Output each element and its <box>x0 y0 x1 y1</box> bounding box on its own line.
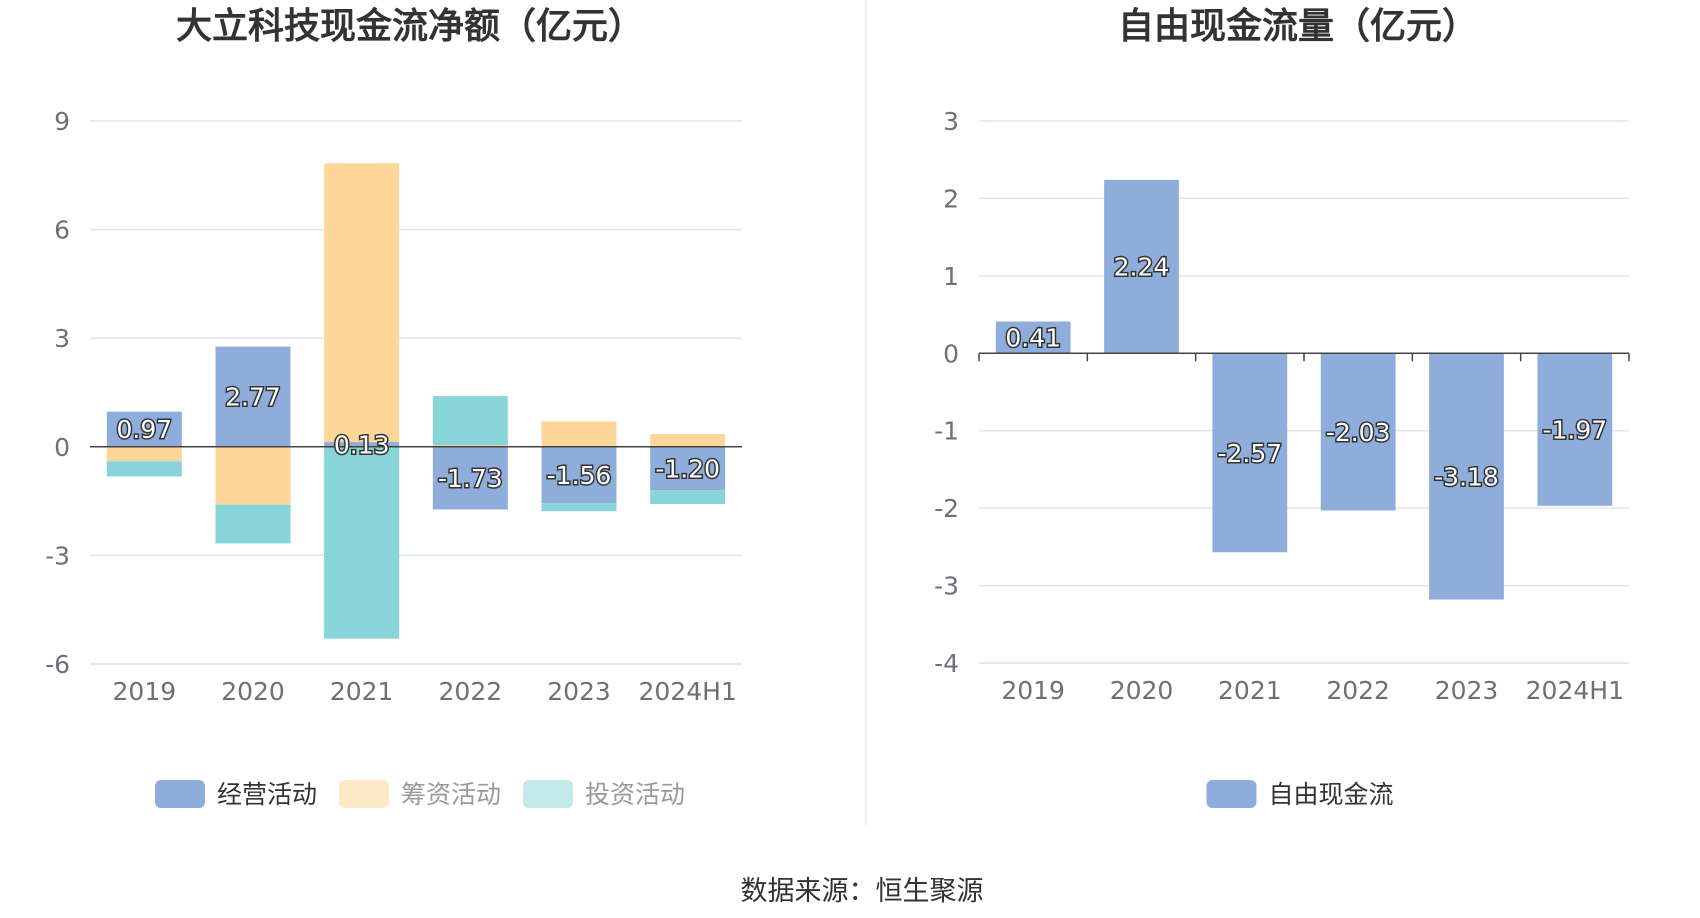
right-data-label: -2.57 <box>1217 439 1282 468</box>
right-legend: 自由现金流 <box>1206 780 1394 809</box>
right-data-label: 0.41 <box>1005 323 1061 352</box>
right-ytick-label: -3 <box>934 572 959 601</box>
left-category-label: 2023 <box>547 677 611 706</box>
right-ytick-label: 0 <box>943 339 959 368</box>
left-category-label: 2019 <box>113 677 177 706</box>
right-bar-自由现金流-2024H1 <box>1537 353 1613 506</box>
left-bar-投资活动-2021 <box>324 446 400 639</box>
left-bar-经营活动-2021 <box>324 442 400 447</box>
right-ytick-label: -4 <box>934 649 959 678</box>
left-data-label: -1.73 <box>438 464 503 493</box>
right-legend-swatch <box>1206 780 1257 808</box>
left-category-label: 2024H1 <box>639 677 737 706</box>
left-bar-经营活动-2024H1 <box>650 446 726 491</box>
right-bar-自由现金流-2020 <box>1104 179 1179 354</box>
right-ytick-label: 3 <box>943 107 959 136</box>
left-bar-投资活动-2019 <box>106 461 182 477</box>
left-ytick-label: 0 <box>54 433 70 462</box>
left-bar-投资活动-2020 <box>215 504 291 544</box>
cash-flow-chart: 大立科技现金流净额（亿元） 9 6 3 0 -3 -6 2019 2020 2021 2022 20… <box>45 5 742 809</box>
left-bar-投资活动-2024H1 <box>650 490 726 504</box>
left-bar-筹资活动-2022 <box>432 444 508 447</box>
left-data-label: 0.13 <box>334 430 390 459</box>
left-category-label: 2021 <box>330 677 394 706</box>
right-category-label: 2020 <box>1110 676 1174 705</box>
right-ytick-label: -2 <box>934 494 959 523</box>
left-legend: 经营活动 筹资活动 投资活动 <box>155 780 685 809</box>
right-data-label: -3.18 <box>1434 462 1499 491</box>
left-legend-label: 投资活动 <box>585 780 685 809</box>
right-category-label: 2023 <box>1435 676 1499 705</box>
left-data-label: 2.77 <box>225 383 281 412</box>
left-ytick-label: 9 <box>54 107 70 136</box>
right-chart-title: 自由现金流量（亿元） <box>1118 5 1478 47</box>
left-bar-筹资活动-2020 <box>215 446 291 505</box>
left-bar-投资活动-2023 <box>541 503 617 512</box>
right-bar-自由现金流-2023 <box>1429 353 1504 600</box>
right-legend-label: 自由现金流 <box>1269 780 1394 809</box>
left-ytick-label: -3 <box>45 541 70 570</box>
right-data-label: 2.24 <box>1114 253 1170 282</box>
right-category-label: 2022 <box>1326 676 1390 705</box>
left-bar-经营活动-2023 <box>541 446 617 504</box>
left-legend-swatch <box>523 780 573 808</box>
left-bar-筹资活动-2023 <box>541 421 617 447</box>
left-chart-title: 大立科技现金流净额（亿元） <box>176 5 644 47</box>
left-category-label: 2020 <box>221 677 285 706</box>
left-bar-筹资活动-2021 <box>324 163 400 443</box>
left-ytick-label: 3 <box>54 324 70 353</box>
source-note: 数据来源：恒生聚源 <box>741 876 984 907</box>
right-category-label: 2021 <box>1218 676 1282 705</box>
right-bar-自由现金流-2022 <box>1320 353 1396 511</box>
right-ytick-label: -1 <box>934 417 959 446</box>
right-category-label: 2019 <box>1001 676 1065 705</box>
right-data-label: -1.97 <box>1542 416 1607 445</box>
left-data-label: 0.97 <box>116 415 172 444</box>
left-legend-swatch <box>155 780 205 808</box>
left-category-label: 2022 <box>439 677 503 706</box>
left-bar-筹资活动-2024H1 <box>650 434 726 447</box>
left-bar-投资活动-2022 <box>432 396 508 445</box>
right-bar-自由现金流-2021 <box>1212 353 1288 553</box>
right-ytick-label: 1 <box>943 262 959 291</box>
free-cash-flow-chart: 自由现金流量（亿元） 3 2 1 0 -1 -2 -3 -4 2019 2020 2021 2022 2… <box>934 5 1630 809</box>
left-data-label: -1.20 <box>655 455 720 484</box>
left-ytick-label: 6 <box>54 216 70 245</box>
left-ytick-label: -6 <box>45 650 70 679</box>
left-legend-label: 筹资活动 <box>401 780 501 809</box>
left-bar-经营活动-2020 <box>215 346 291 447</box>
left-bar-经营活动-2022 <box>432 446 508 510</box>
left-bar-筹资活动-2019 <box>106 446 182 462</box>
left-data-label: -1.56 <box>547 461 612 490</box>
right-ytick-label: 2 <box>943 184 959 213</box>
right-bar-自由现金流-2019 <box>995 321 1071 354</box>
left-bar-经营活动-2019 <box>106 411 182 447</box>
left-legend-swatch <box>339 780 389 808</box>
left-legend-label: 经营活动 <box>217 780 317 809</box>
right-category-label: 2024H1 <box>1526 676 1624 705</box>
right-data-label: -2.03 <box>1326 418 1391 447</box>
